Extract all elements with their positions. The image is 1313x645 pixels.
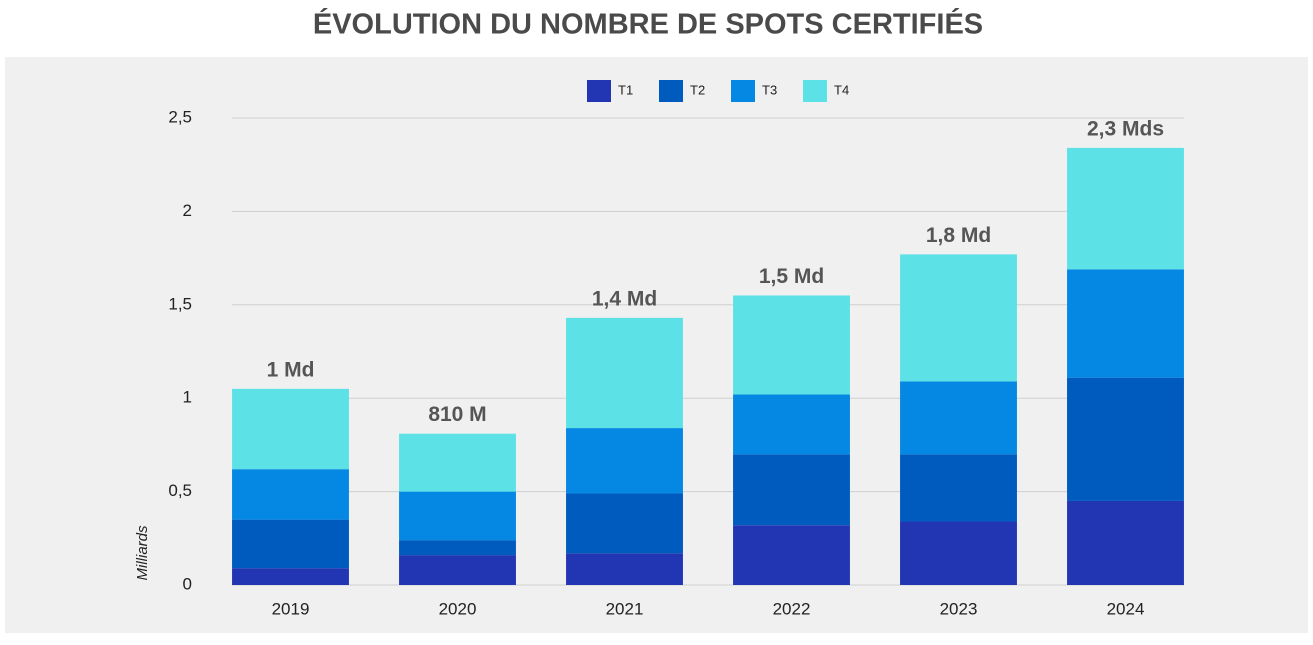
- x-tick-label: 2023: [940, 599, 978, 618]
- y-tick-label: 0: [183, 574, 192, 593]
- bar-segment: [566, 428, 683, 494]
- bar-segment: [399, 540, 516, 556]
- bar-segment: [733, 525, 850, 585]
- y-tick-label: 1,5: [168, 294, 192, 313]
- y-tick-label: 0,5: [168, 481, 192, 500]
- x-tick-label: 2024: [1107, 599, 1145, 618]
- bar-segment: [399, 555, 516, 585]
- bar-segment: [1067, 500, 1184, 585]
- bar-segment: [1067, 377, 1184, 501]
- legend-label: T4: [834, 82, 849, 97]
- bar-segment: [566, 493, 683, 554]
- bar-segment: [566, 317, 683, 429]
- bar-segment: [900, 454, 1017, 522]
- bar-segment: [399, 433, 516, 492]
- x-tick-label: 2022: [773, 599, 811, 618]
- chart-title: ÉVOLUTION DU NOMBRE DE SPOTS CERTIFIÉS: [313, 7, 983, 41]
- bar-segment: [232, 568, 349, 585]
- bar-segment: [900, 254, 1017, 382]
- legend-swatch: [587, 80, 611, 102]
- bar-segment: [733, 295, 850, 395]
- total-label: 1,5 Md: [759, 265, 824, 288]
- y-tick-label: 2: [183, 201, 192, 220]
- total-label: 1,8 Md: [926, 224, 991, 247]
- bar-segment: [232, 519, 349, 569]
- y-tick-label: 2,5: [168, 107, 192, 126]
- y-tick-label: 1: [183, 388, 192, 407]
- bar-segment: [1067, 269, 1184, 378]
- legend-swatch: [659, 80, 683, 102]
- x-tick-label: 2019: [272, 599, 310, 618]
- bar-segment: [232, 388, 349, 470]
- legend-label: T3: [762, 82, 777, 97]
- bar-segment: [399, 491, 516, 541]
- bar-segment: [232, 469, 349, 520]
- legend-label: T2: [690, 82, 705, 97]
- bar-segment: [733, 394, 850, 455]
- legend-swatch: [803, 80, 827, 102]
- bar-segment: [900, 381, 1017, 455]
- total-label: 810 M: [428, 403, 486, 426]
- x-tick-label: 2021: [606, 599, 644, 618]
- legend-swatch: [731, 80, 755, 102]
- x-tick-label: 2020: [439, 599, 477, 618]
- bar-segment: [1067, 147, 1184, 270]
- total-label: 1 Md: [267, 358, 315, 381]
- bar-segment: [733, 454, 850, 526]
- total-label: 2,3 Mds: [1087, 117, 1164, 140]
- legend-label: T1: [618, 82, 633, 97]
- bar-segment: [566, 553, 683, 585]
- bar-segment: [900, 521, 1017, 585]
- y-axis-label: Milliards: [134, 525, 151, 581]
- total-label: 1,4 Md: [592, 287, 657, 310]
